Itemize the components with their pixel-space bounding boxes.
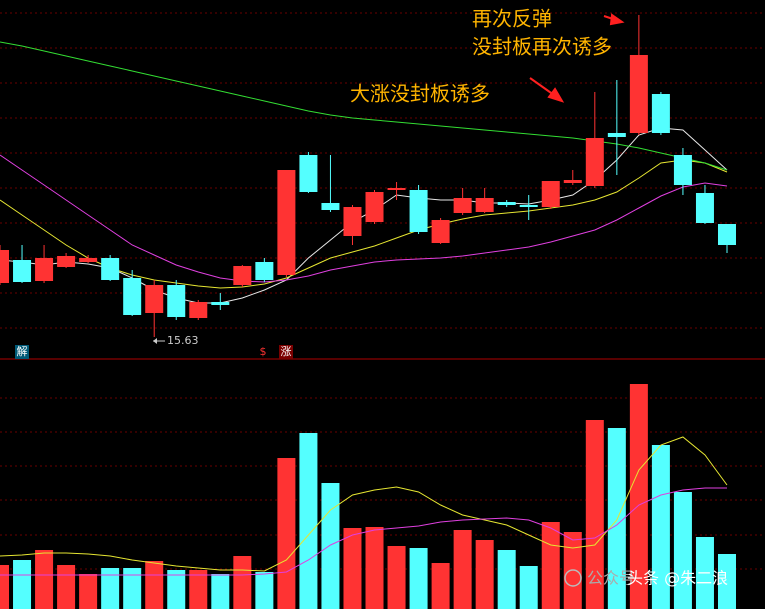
candle-body	[299, 155, 318, 192]
candle-body	[277, 170, 296, 275]
candle-body	[387, 188, 406, 190]
watermark-account: 公众号	[587, 569, 635, 588]
volume-bar	[651, 445, 670, 609]
volume-bar	[35, 550, 54, 609]
candle-body	[541, 181, 560, 207]
watermark: 公众号 头条 @朱二浪	[564, 569, 728, 588]
volume-bar	[167, 570, 186, 609]
marker-box	[279, 345, 293, 359]
candle-body	[189, 302, 208, 318]
candle-body	[321, 203, 340, 210]
candle-body	[0, 250, 9, 283]
marker: 解	[17, 344, 28, 358]
low-label: 15.63	[153, 334, 199, 347]
candle-body	[101, 258, 120, 280]
marker: 涨	[281, 345, 292, 358]
candle-body	[365, 192, 384, 222]
volume-bar	[497, 550, 516, 609]
volume-bar	[431, 563, 450, 609]
candle-body	[79, 258, 98, 262]
volume-bar	[13, 560, 32, 609]
annotation-arrows	[529, 13, 625, 103]
arrow-head	[609, 13, 625, 26]
candle-body	[343, 207, 362, 236]
volume-bar	[189, 570, 208, 609]
volume-bar	[585, 420, 604, 609]
low-value-label: 15.63	[167, 334, 199, 347]
volume-bar	[343, 528, 362, 609]
markers: 解 $ 涨	[15, 344, 293, 359]
volume-bar	[79, 574, 98, 609]
arrow	[529, 77, 555, 96]
volume-bar	[519, 566, 538, 609]
candle-body	[717, 224, 736, 245]
ma-line	[0, 487, 727, 576]
plot-area	[0, 15, 736, 609]
candle-body	[519, 205, 538, 207]
low-arrow-head	[153, 338, 157, 344]
candle-body	[475, 198, 494, 212]
volume-bar	[717, 554, 736, 609]
arrow-head	[547, 87, 565, 103]
candle-body	[695, 193, 714, 223]
candle-body	[453, 198, 472, 213]
volume-bar	[211, 574, 230, 609]
candle-body	[13, 260, 32, 282]
volume-bar	[541, 522, 560, 609]
candle-body	[57, 256, 76, 267]
volume-bar	[123, 568, 142, 609]
volume-bar	[255, 572, 274, 609]
candle-body	[409, 190, 428, 232]
volume-bar	[695, 537, 714, 609]
volume-bar	[387, 546, 406, 609]
volume-bar	[607, 428, 626, 609]
candle-body	[255, 262, 274, 280]
candle-body	[431, 220, 450, 243]
candle-body	[233, 266, 252, 285]
ma-line	[0, 154, 728, 283]
volume-bar	[475, 540, 494, 609]
volume-bar	[0, 565, 9, 609]
volume-bar	[233, 556, 252, 609]
candle-body	[585, 138, 604, 186]
annotation: 没封板再次诱多	[472, 35, 612, 59]
annotation: 大涨没封板诱多	[350, 82, 490, 106]
volume-bar	[299, 433, 318, 609]
ma-line	[0, 41, 728, 171]
candle-body	[629, 55, 648, 133]
candle-body	[211, 302, 230, 305]
volume-bar	[629, 384, 648, 609]
volume-bar	[321, 483, 340, 609]
volume-bar	[673, 492, 692, 609]
marker: $	[260, 345, 267, 358]
candle-body	[145, 285, 164, 313]
candle-body	[651, 94, 670, 133]
volume-bar	[145, 561, 164, 609]
annotation: 再次反弹	[472, 7, 552, 31]
ma-line	[0, 436, 728, 572]
candle-body	[607, 133, 626, 137]
marker-box	[15, 345, 29, 359]
ma-line	[0, 159, 728, 289]
volume-bar	[277, 458, 296, 609]
ma-line	[0, 127, 728, 304]
volume-bar	[57, 565, 76, 609]
candle-body	[35, 258, 54, 281]
watermark-icon	[564, 569, 582, 587]
volume-bar	[409, 548, 428, 609]
candle-body	[673, 155, 692, 185]
volume-bar	[453, 530, 472, 609]
candle-body	[497, 202, 516, 205]
candle-body	[167, 285, 186, 317]
watermark-text: 头条 @朱二浪	[627, 569, 728, 588]
candle-body	[563, 180, 582, 183]
volume-bar	[101, 568, 120, 609]
candle-body	[123, 278, 142, 315]
price-grid	[0, 12, 765, 570]
volume-bar	[365, 527, 384, 609]
